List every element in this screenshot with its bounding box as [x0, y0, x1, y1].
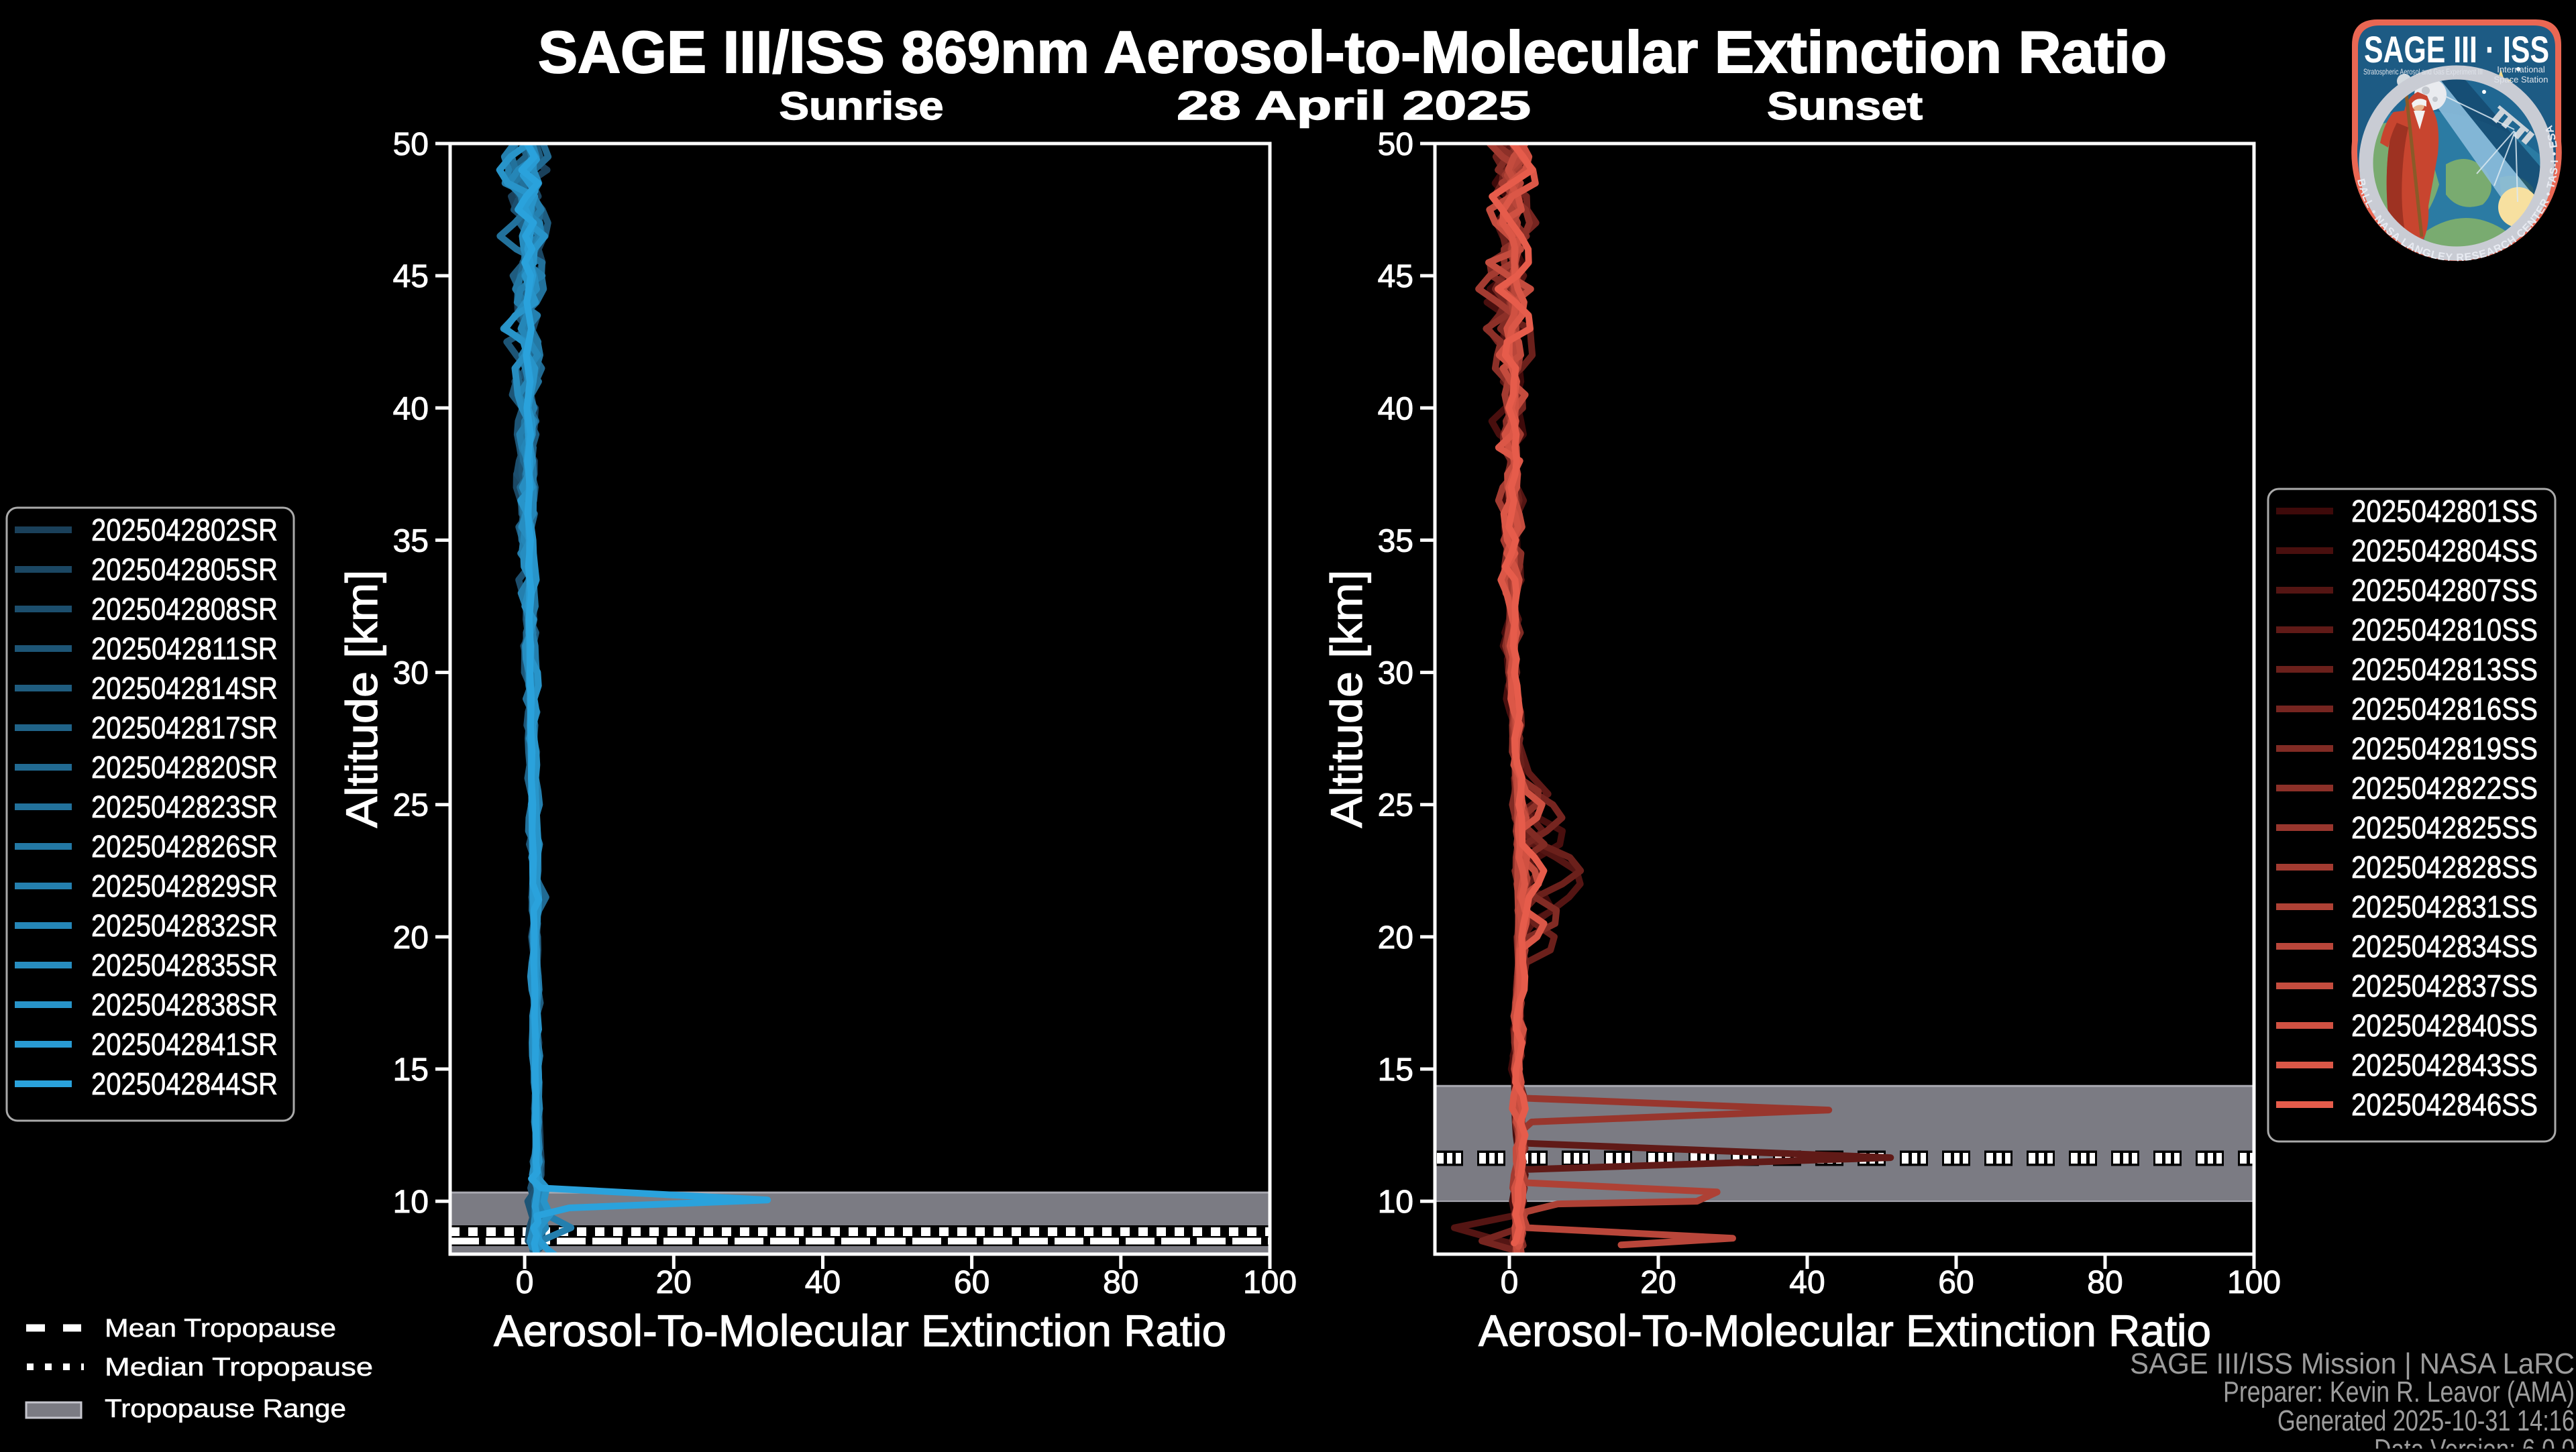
- svg-text:45: 45: [393, 259, 429, 294]
- svg-text:2025042829SR: 2025042829SR: [91, 869, 278, 903]
- svg-text:100: 100: [2227, 1265, 2281, 1300]
- svg-text:2025042826SR: 2025042826SR: [91, 829, 278, 864]
- svg-text:2025042846SS: 2025042846SS: [2351, 1087, 2538, 1122]
- svg-text:40: 40: [1789, 1265, 1825, 1300]
- svg-text:35: 35: [1378, 523, 1413, 559]
- svg-text:40: 40: [805, 1265, 841, 1300]
- svg-text:100: 100: [1243, 1265, 1297, 1300]
- svg-text:60: 60: [1938, 1265, 1974, 1300]
- svg-text:International: International: [2497, 64, 2545, 74]
- svg-text:2025042816SS: 2025042816SS: [2351, 691, 2538, 726]
- svg-text:2025042813SS: 2025042813SS: [2351, 652, 2538, 687]
- svg-text:2025042807SS: 2025042807SS: [2351, 573, 2538, 608]
- svg-text:Sunset: Sunset: [1767, 85, 1923, 128]
- svg-text:2025042810SS: 2025042810SS: [2351, 612, 2538, 647]
- svg-text:50: 50: [1378, 127, 1413, 162]
- svg-text:45: 45: [1378, 259, 1413, 294]
- svg-text:2025042840SS: 2025042840SS: [2351, 1008, 2538, 1043]
- svg-text:10: 10: [1378, 1184, 1413, 1220]
- svg-text:20: 20: [1378, 920, 1413, 956]
- svg-text:Altitude [km]: Altitude [km]: [337, 570, 386, 828]
- svg-text:2025042801SS: 2025042801SS: [2351, 494, 2538, 528]
- svg-text:35: 35: [393, 523, 429, 559]
- svg-text:20: 20: [1640, 1265, 1676, 1300]
- svg-text:Median Tropopause: Median Tropopause: [105, 1353, 373, 1382]
- svg-text:2025042822SS: 2025042822SS: [2351, 771, 2538, 805]
- svg-text:40: 40: [393, 391, 429, 427]
- svg-text:SAGE III · ISS: SAGE III · ISS: [2364, 28, 2549, 70]
- svg-text:2025042841SR: 2025042841SR: [91, 1027, 278, 1062]
- svg-text:20: 20: [656, 1265, 692, 1300]
- svg-text:Space Station: Space Station: [2494, 74, 2548, 85]
- svg-text:2025042837SS: 2025042837SS: [2351, 968, 2538, 1003]
- svg-text:2025042831SS: 2025042831SS: [2351, 889, 2538, 924]
- svg-text:2025042814SR: 2025042814SR: [91, 671, 278, 706]
- svg-text:2025042819SS: 2025042819SS: [2351, 731, 2538, 766]
- svg-text:2025042834SS: 2025042834SS: [2351, 929, 2538, 964]
- svg-text:2025042820SR: 2025042820SR: [91, 750, 278, 785]
- svg-text:Stratospheric Aerosol and Gas: Stratospheric Aerosol and Gas Experiment…: [2363, 67, 2483, 76]
- svg-text:2025042832SR: 2025042832SR: [91, 908, 278, 943]
- svg-text:80: 80: [2087, 1265, 2123, 1300]
- svg-text:2025042808SR: 2025042808SR: [91, 592, 278, 626]
- svg-text:2025042804SS: 2025042804SS: [2351, 533, 2538, 568]
- svg-text:SAGE III/ISS 869nm Aerosol-to-: SAGE III/ISS 869nm Aerosol-to-Molecular …: [538, 19, 2167, 85]
- svg-text:Mean Tropopause: Mean Tropopause: [105, 1315, 336, 1343]
- svg-text:Tropopause Range: Tropopause Range: [105, 1395, 346, 1423]
- svg-text:2025042844SR: 2025042844SR: [91, 1066, 278, 1101]
- svg-text:Aerosol-To-Molecular Extinctio: Aerosol-To-Molecular Extinction Ratio: [494, 1306, 1226, 1355]
- svg-text:2025042843SS: 2025042843SS: [2351, 1048, 2538, 1082]
- svg-text:60: 60: [954, 1265, 989, 1300]
- svg-text:2025042828SS: 2025042828SS: [2351, 850, 2538, 885]
- svg-text:2025042805SR: 2025042805SR: [91, 552, 278, 587]
- svg-text:20: 20: [393, 920, 429, 956]
- svg-text:25: 25: [1378, 788, 1413, 824]
- svg-text:15: 15: [1378, 1052, 1413, 1088]
- svg-text:30: 30: [393, 656, 429, 691]
- svg-text:0: 0: [516, 1265, 534, 1300]
- svg-text:30: 30: [1378, 656, 1413, 691]
- svg-text:2025042825SS: 2025042825SS: [2351, 810, 2538, 845]
- svg-text:40: 40: [1378, 391, 1413, 427]
- svg-text:50: 50: [393, 127, 429, 162]
- svg-text:10: 10: [393, 1184, 429, 1220]
- svg-text:2025042823SR: 2025042823SR: [91, 789, 278, 824]
- svg-text:Sunrise: Sunrise: [780, 85, 944, 128]
- svg-text:25: 25: [393, 788, 429, 824]
- svg-text:80: 80: [1103, 1265, 1138, 1300]
- svg-text:2025042811SR: 2025042811SR: [91, 631, 278, 666]
- svg-text:0: 0: [1501, 1265, 1519, 1300]
- svg-text:Altitude [km]: Altitude [km]: [1322, 570, 1371, 828]
- svg-text:Aerosol-To-Molecular Extinctio: Aerosol-To-Molecular Extinction Ratio: [1479, 1306, 2211, 1355]
- svg-text:Data Version: 6.0.0: Data Version: 6.0.0: [2374, 1433, 2575, 1449]
- svg-text:2025042838SR: 2025042838SR: [91, 987, 278, 1022]
- svg-text:Preparer: Kevin R. Leavor (AMA: Preparer: Kevin R. Leavor (AMA): [2223, 1376, 2575, 1408]
- svg-text:2025042817SR: 2025042817SR: [91, 710, 278, 745]
- svg-text:Generated 2025-10-31 14:16: Generated 2025-10-31 14:16: [2277, 1404, 2575, 1437]
- svg-text:28 April 2025: 28 April 2025: [1177, 83, 1531, 128]
- svg-text:15: 15: [393, 1052, 429, 1088]
- svg-text:2025042802SR: 2025042802SR: [91, 512, 278, 547]
- svg-text:SAGE III/ISS Mission | NASA La: SAGE III/ISS Mission | NASA LaRC: [2130, 1347, 2575, 1380]
- svg-text:2025042835SR: 2025042835SR: [91, 948, 278, 983]
